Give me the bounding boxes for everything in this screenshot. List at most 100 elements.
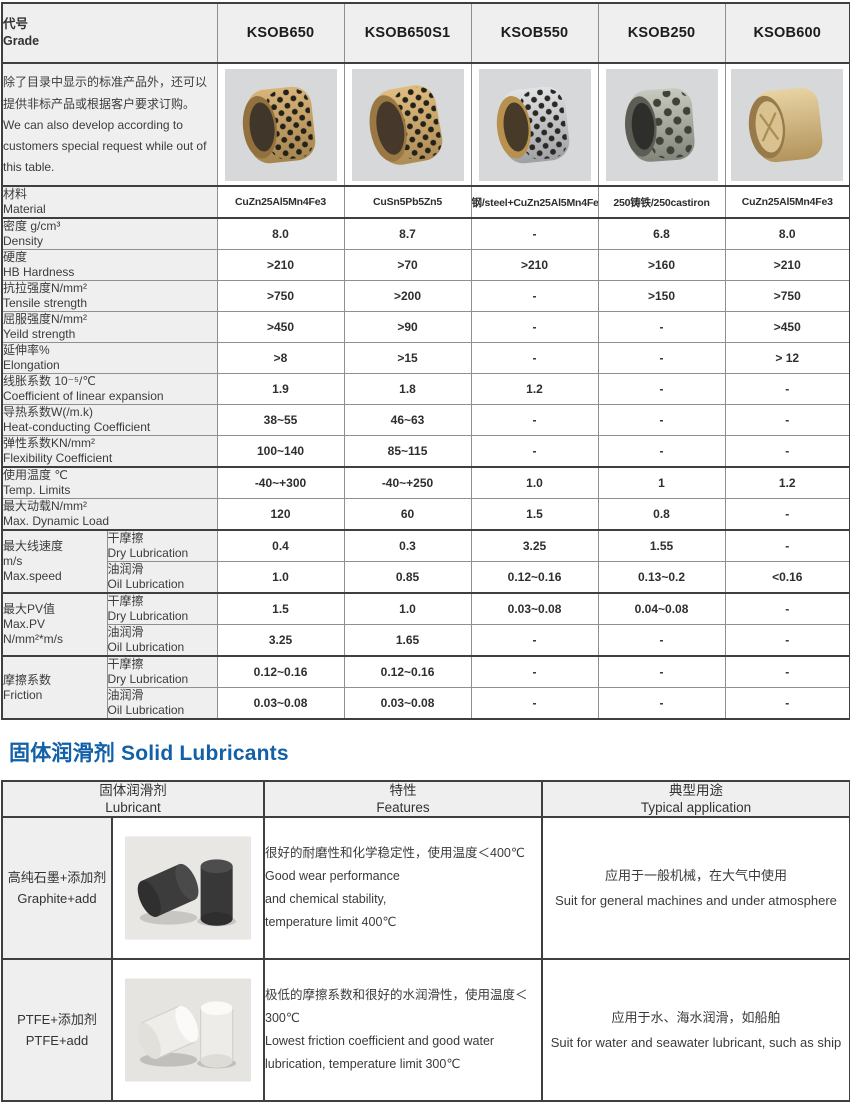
cell-value: - <box>470 435 599 468</box>
cell-value: 1.0 <box>470 466 599 499</box>
cell-value: - <box>724 373 850 405</box>
cell-value: 6.8 <box>597 217 726 250</box>
spec-row-tensile: 抗拉强度N/mm² Tensile strength >750 >200 - >… <box>1 280 850 312</box>
cell-value: >200 <box>343 280 472 312</box>
row-label-zh: 抗拉强度N/mm² <box>3 281 87 296</box>
row-label-en: Max. Dynamic Load <box>3 514 110 528</box>
spec-row-hardness: 硬度 HB Hardness >210 >70 >210 >160 >210 <box>1 249 850 281</box>
header-features: 特性 Features <box>263 780 543 818</box>
spec-row-maxspeed-dry: 最大线速度 m/s Max.speed 干摩擦 Dry Lubrication … <box>1 529 850 594</box>
cell-value: - <box>724 624 850 657</box>
row-label-zh: 使用温度 ℃ <box>3 468 68 482</box>
spec-row-friction-oil: 油润滑 Oil Lubrication 0.03~0.08 0.03~0.08 … <box>2 687 850 720</box>
cell-value: - <box>597 655 726 688</box>
cell-value: 8.0 <box>724 217 850 250</box>
grade-corner-cell: 代号 Grade <box>1 2 218 64</box>
spec-table: 代号 Grade KSOB650 KSOB650S1 KSOB550 KSOB2… <box>1 2 850 720</box>
row-label-en: Heat-conducting Coefficient <box>3 420 151 434</box>
grade-ksob600: KSOB600 <box>724 2 850 64</box>
cell-value: >210 <box>216 249 345 281</box>
spec-row-elongation: 延伸率% Elongation >8 >15 - - > 12 <box>1 342 850 374</box>
custom-order-note: 除了目录中显示的标准产品外，还可以提供非标产品或根据客户要求订购。 We can… <box>1 62 218 187</box>
cell-value: CuZn25Al5Mn4Fe3 <box>724 185 850 219</box>
lubricant-name-ptfe: PTFE+添加剂 PTFE+add <box>1 958 113 1102</box>
lubricant-row-ptfe: PTFE+添加剂 PTFE+add <box>1 958 850 1102</box>
cell-value: 1.5 <box>216 592 345 625</box>
cell-value: 8.7 <box>343 217 472 250</box>
cell-value: 0.04~0.08 <box>597 592 726 625</box>
ptfe-plugs-photo <box>125 978 251 1082</box>
cell-value: >450 <box>724 311 850 343</box>
cell-value: 85~115 <box>343 435 472 468</box>
grade-header-row: 代号 Grade KSOB650 KSOB650S1 KSOB550 KSOB2… <box>1 2 850 64</box>
lubricant-photo-cell <box>111 816 265 960</box>
spec-row-temp-limits: 使用温度 ℃ Temp. Limits -40~+300 -40~+250 1.… <box>1 466 850 499</box>
ksob650-bushing-photo <box>224 68 337 181</box>
note-en: We can also develop according to custome… <box>3 118 207 175</box>
sublabel-oil: 油润滑 Oil Lubrication <box>106 561 218 594</box>
cell-value: 3.25 <box>216 624 345 657</box>
lubricant-table: 固体润滑剂 Lubricant 特性 Features 典型用途 Typical… <box>1 780 850 1102</box>
spec-row-flexibility: 弹性系数KN/mm² Flexibility Coefficient 100~1… <box>1 435 850 468</box>
cell-value: - <box>470 217 599 250</box>
cell-value: - <box>470 687 599 720</box>
spec-row-material: 材料 Material CuZn25Al5Mn4Fe3 CuSn5Pb5Zn5 … <box>1 185 850 219</box>
lubricant-photo-cell <box>111 958 265 1102</box>
header-typical-application: 典型用途 Typical application <box>541 780 850 818</box>
cell-value: 0.13~0.2 <box>597 561 726 594</box>
cell-value: - <box>470 342 599 374</box>
cell-value: - <box>597 311 726 343</box>
cell-value: - <box>724 687 850 720</box>
cell-value: 0.4 <box>216 529 345 562</box>
cell-value: - <box>470 311 599 343</box>
cell-value: - <box>724 404 850 436</box>
row-label-en: HB Hardness <box>3 265 75 279</box>
lubricant-row-graphite: 高纯石墨+添加剂 Graphite+add <box>1 816 850 960</box>
row-label-en: Yeild strength <box>3 327 76 341</box>
row-label-zh: 材料 <box>3 187 28 201</box>
cell-value: 1.0 <box>216 561 345 594</box>
spec-row-maxpv-dry: 最大PV值 Max.PV N/mm²*m/s 干摩擦 Dry Lubricati… <box>1 592 850 657</box>
grade-label-zh: 代号 <box>3 17 29 31</box>
group-label-friction: 摩擦系数 Friction <box>1 655 108 720</box>
cell-value: 1.2 <box>724 466 850 499</box>
features-graphite: 很好的耐磨性和化学稳定性，使用温度＜400℃ Good wear perform… <box>263 816 543 960</box>
grade-ksob650s1: KSOB650S1 <box>343 2 472 64</box>
photo-cell-ksob650s1 <box>343 62 472 187</box>
spec-row-linear-expansion: 线胀系数 10⁻⁵/℃ Coefficient of linear expans… <box>1 373 850 405</box>
row-label-en: Material <box>3 202 46 216</box>
cell-value: - <box>597 373 726 405</box>
cell-value: - <box>470 404 599 436</box>
lubricant-name-graphite: 高纯石墨+添加剂 Graphite+add <box>1 816 113 960</box>
spec-row-density: 密度 g/cm³ Density 8.0 8.7 - 6.8 8.0 <box>1 217 850 250</box>
sublabel-oil: 油润滑 Oil Lubrication <box>106 624 218 657</box>
cell-value: - <box>597 435 726 468</box>
cell-value: - <box>470 655 599 688</box>
cell-value: - <box>597 624 726 657</box>
cell-value: 46~63 <box>343 404 472 436</box>
cell-value: >150 <box>597 280 726 312</box>
cell-value: 1.9 <box>216 373 345 405</box>
cell-value: - <box>470 280 599 312</box>
cell-value: 60 <box>343 498 472 531</box>
photo-cell-ksob650 <box>216 62 345 187</box>
group-label-maxpv: 最大PV值 Max.PV N/mm²*m/s <box>1 592 108 657</box>
row-label-en: Flexibility Coefficient <box>3 451 113 465</box>
row-label-en: Elongation <box>3 358 60 372</box>
group-label-maxspeed: 最大线速度 m/s Max.speed <box>1 529 108 594</box>
cell-value: >160 <box>597 249 726 281</box>
cell-value: >750 <box>216 280 345 312</box>
cell-value: CuSn5Pb5Zn5 <box>343 185 472 219</box>
photo-cell-ksob550 <box>470 62 599 187</box>
cell-value: 1.55 <box>597 529 726 562</box>
cell-value: - <box>470 624 599 657</box>
note-zh: 除了目录中显示的标准产品外，还可以提供非标产品或根据客户要求订购。 <box>3 74 208 111</box>
grade-ksob250: KSOB250 <box>597 2 726 64</box>
cell-value: 250铸铁/250castiron <box>597 185 726 219</box>
cell-value: 0.3 <box>343 529 472 562</box>
grade-ksob550: KSOB550 <box>470 2 599 64</box>
ksob250-bushing-photo <box>605 68 718 181</box>
header-lubricant: 固体润滑剂 Lubricant <box>1 780 265 818</box>
grade-ksob650: KSOB650 <box>216 2 345 64</box>
spec-row-dynamic-load: 最大动载N/mm² Max. Dynamic Load 120 60 1.5 0… <box>1 498 850 531</box>
